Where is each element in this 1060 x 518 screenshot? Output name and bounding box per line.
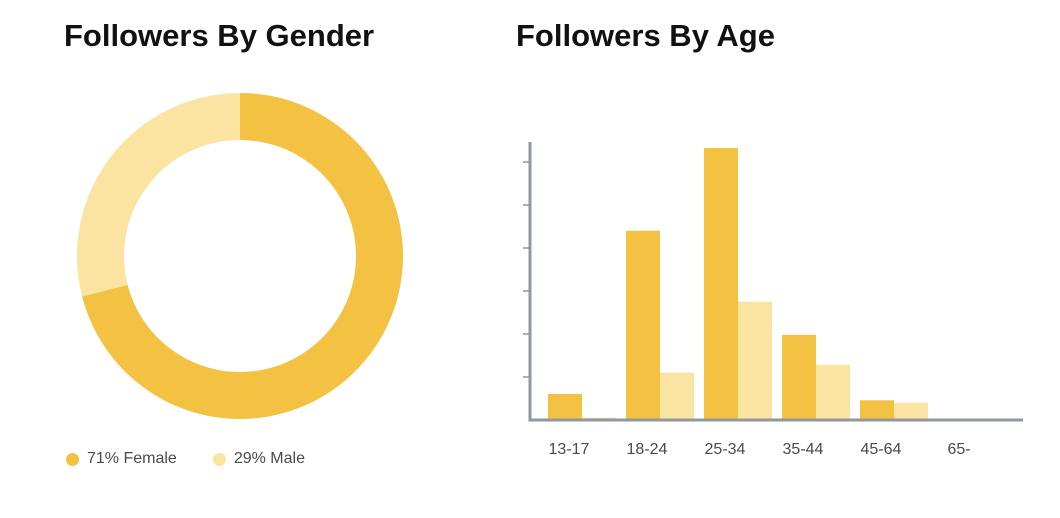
legend-swatch-male <box>212 452 226 466</box>
bar-female-45-64 <box>860 400 894 420</box>
donut-slice-female <box>82 93 403 419</box>
bar-female-25-34 <box>704 147 738 420</box>
legend-label-female: 71% Female <box>87 450 177 467</box>
bar-female-18-24 <box>626 230 660 420</box>
legend-swatch-female <box>66 452 79 466</box>
x-tick-label: 13-17 <box>549 441 590 458</box>
gender-chart-title: Followers By Gender <box>64 18 375 53</box>
legend-label-male: 29% Male <box>233 450 305 467</box>
gender-donut-chart <box>76 93 403 419</box>
x-tick-label: 65- <box>947 441 970 458</box>
bar-male-35-44 <box>816 364 850 420</box>
bar-male-45-64 <box>894 402 928 420</box>
bar-male-18-24 <box>660 372 694 420</box>
donut-slice-male <box>76 93 240 297</box>
bar-female-13-17 <box>548 393 582 420</box>
gender-legend: 71% Female 29% Male <box>66 450 341 468</box>
legend-item-female: 71% Female <box>66 450 177 468</box>
legend-item-male: 29% Male <box>212 450 305 468</box>
age-bar-chart: 13-17 18-24 25-34 35-44 45-64 65- <box>523 142 1023 458</box>
x-tick-label: 35-44 <box>783 441 824 458</box>
age-chart-title: Followers By Age <box>516 18 775 53</box>
x-tick-label: 45-64 <box>861 441 902 458</box>
bar-male-25-34 <box>738 301 772 420</box>
x-tick-label: 18-24 <box>627 441 668 458</box>
bar-female-35-44 <box>782 334 816 420</box>
x-tick-label: 25-34 <box>705 441 746 458</box>
